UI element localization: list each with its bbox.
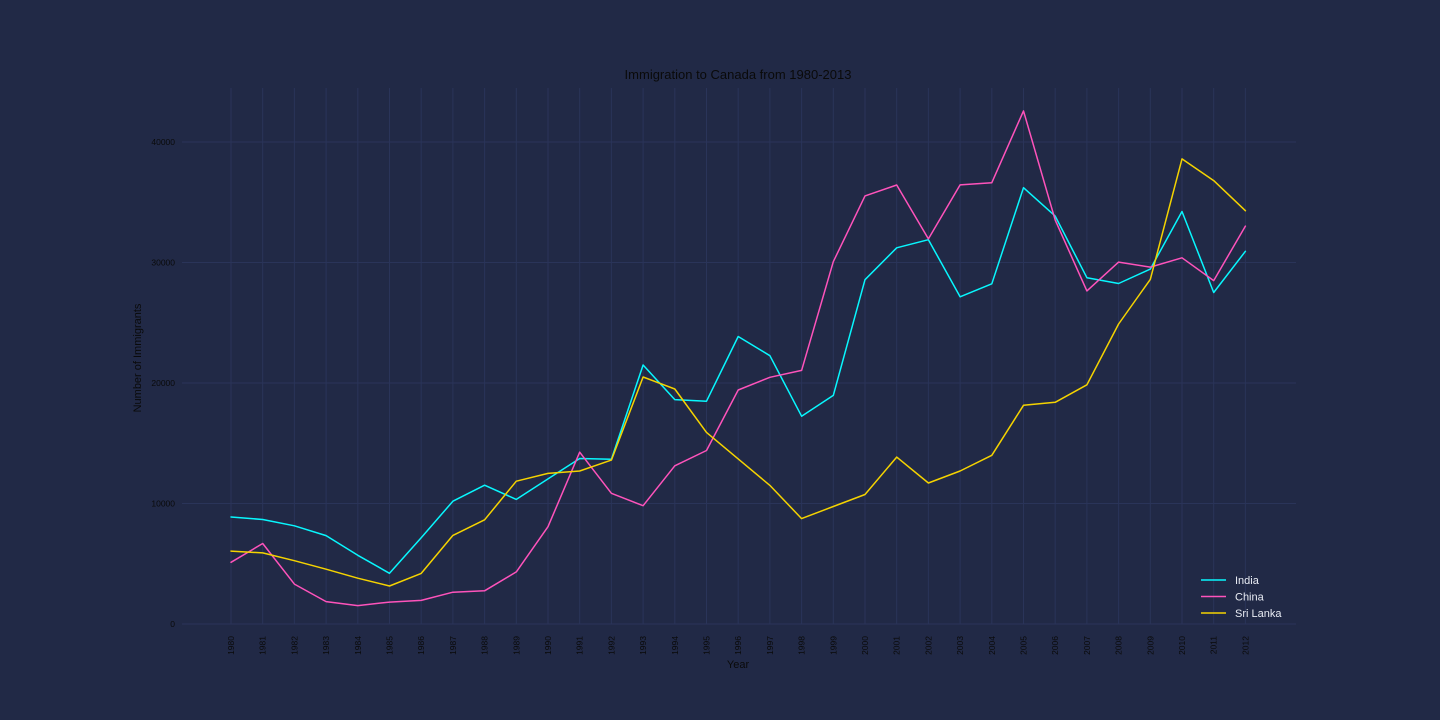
x-tick-label: 1990 (543, 636, 553, 655)
x-tick-label: 1984 (353, 636, 363, 655)
x-tick-label: 2007 (1082, 636, 1092, 655)
x-tick-label: 1991 (575, 636, 585, 655)
legend-label-india: India (1235, 575, 1260, 587)
legend: India China Sri Lanka (1201, 575, 1282, 620)
x-tick-label: 1989 (511, 636, 521, 655)
x-tick-label: 1982 (289, 636, 299, 655)
y-tick-labels: 0 10000 20000 30000 40000 (151, 137, 175, 629)
x-tick-label: 2008 (1114, 636, 1124, 655)
legend-label-sri-lanka: Sri Lanka (1235, 608, 1282, 620)
x-tick-label: 2011 (1209, 636, 1219, 655)
x-tick-label: 1980 (226, 636, 236, 655)
x-tick-label: 1987 (448, 636, 458, 655)
x-tick-label: 1988 (480, 636, 490, 655)
x-tick-labels: 1980 1981 1982 1983 1984 1985 1986 1987 1988 1989… (226, 636, 1250, 655)
x-tick-label: 2000 (860, 636, 870, 655)
x-tick-label: 2005 (1019, 636, 1029, 655)
x-tick-label: 1981 (258, 636, 268, 655)
x-axis-label: Year (727, 659, 750, 671)
series-line-china (230, 110, 1247, 607)
legend-label-china: China (1235, 592, 1265, 604)
series-line-india (230, 186, 1247, 575)
x-tick-label: 2010 (1177, 636, 1187, 655)
x-tick-label: 2002 (923, 636, 933, 655)
y-tick-label: 30000 (151, 258, 175, 268)
x-tick-label: 1999 (828, 636, 838, 655)
x-tick-label: 2006 (1050, 636, 1060, 655)
y-tick-label: 40000 (151, 137, 175, 147)
x-tick-label: 1985 (385, 636, 395, 655)
x-tick-label: 2009 (1145, 636, 1155, 655)
y-tick-label: 20000 (151, 378, 175, 388)
y-axis-label: Number of Immigrants (132, 303, 144, 412)
y-tick-label: 10000 (151, 499, 175, 509)
x-tick-label: 2012 (1240, 636, 1250, 655)
chart-title: Immigration to Canada from 1980-2013 (625, 67, 852, 82)
y-tick-label: 0 (170, 619, 175, 629)
x-tick-label: 1998 (797, 636, 807, 655)
x-tick-label: 1993 (638, 636, 648, 655)
x-tick-label: 1994 (670, 636, 680, 655)
x-tick-label: 1983 (321, 636, 331, 655)
x-tick-label: 1992 (606, 636, 616, 655)
series-lines (230, 110, 1247, 607)
x-tick-label: 1997 (765, 636, 775, 655)
x-tick-label: 2004 (987, 636, 997, 655)
x-tick-label: 2001 (892, 636, 902, 655)
series-line-sri-lanka (230, 158, 1247, 587)
x-tick-label: 1986 (416, 636, 426, 655)
x-tick-label: 1996 (733, 636, 743, 655)
x-tick-label: 1995 (702, 636, 712, 655)
x-tick-label: 2003 (955, 636, 965, 655)
